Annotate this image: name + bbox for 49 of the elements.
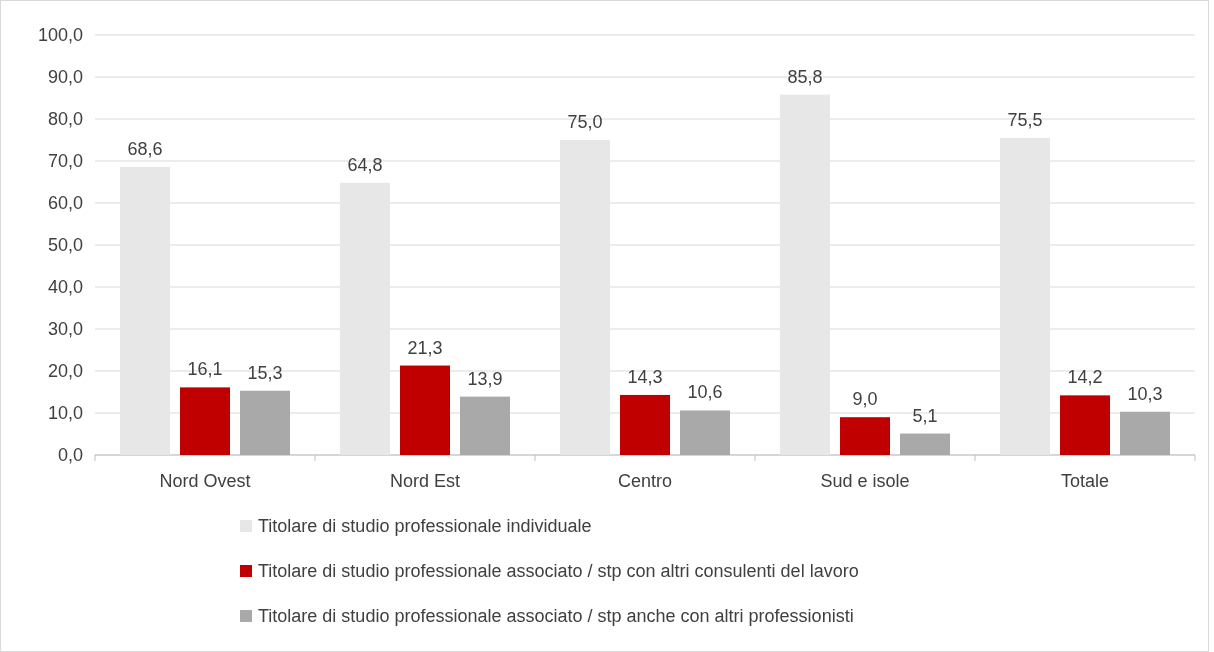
data-label: 85,8	[787, 66, 823, 87]
legend-label: Titolare di studio professionale individuale	[258, 516, 592, 536]
data-label: 64,8	[347, 154, 383, 175]
y-tick-label: 20,0	[47, 361, 83, 382]
y-tick-label: 10,0	[47, 403, 83, 424]
legend-label: Titolare di studio professionale associato / stp anche con altri professionisti	[258, 606, 854, 626]
y-tick-label: 80,0	[47, 109, 83, 130]
bar	[780, 94, 830, 455]
data-label: 16,1	[187, 359, 223, 380]
bar	[400, 365, 450, 455]
data-label: 5,1	[912, 405, 938, 426]
x-tick-label: Nord Est	[389, 471, 461, 491]
data-label: 14,2	[1067, 367, 1103, 388]
bar	[900, 433, 950, 455]
x-tick-label: Centro	[617, 471, 673, 491]
bar	[240, 390, 290, 455]
y-tick-label: 30,0	[47, 319, 83, 340]
bar	[340, 182, 390, 455]
x-tick-label: Totale	[1060, 471, 1110, 491]
bar	[620, 394, 670, 455]
bar	[120, 166, 170, 455]
bar	[560, 140, 610, 455]
data-label: 68,6	[127, 138, 163, 159]
bar	[1120, 411, 1170, 455]
data-label: 10,3	[1127, 383, 1163, 404]
bar	[460, 396, 510, 455]
data-label: 75,5	[1007, 109, 1043, 130]
data-label: 75,0	[567, 112, 603, 132]
y-tick-label: 70,0	[47, 151, 83, 172]
y-tick-label: 100,0	[37, 25, 83, 46]
x-tick-label: Nord Ovest	[159, 471, 251, 491]
bar	[1060, 395, 1110, 455]
bar	[180, 387, 230, 455]
legend-label: Titolare di studio professionale associato / stp con altri consulenti del lavoro	[258, 561, 859, 581]
data-label: 14,3	[627, 366, 663, 387]
data-label: 21,3	[407, 337, 443, 358]
x-tick-label: Sud e isole	[820, 471, 910, 491]
data-label: 15,3	[247, 362, 283, 383]
data-label: 13,9	[467, 368, 503, 389]
y-tick-label: 90,0	[47, 67, 83, 88]
bar	[1000, 137, 1050, 455]
bar	[680, 410, 730, 455]
y-tick-label: 50,0	[47, 235, 83, 256]
y-tick-label: 0,0	[57, 445, 83, 466]
y-tick-label: 40,0	[47, 277, 83, 298]
data-label: 10,6	[687, 382, 723, 403]
data-label: 9,0	[852, 389, 878, 410]
y-tick-label: 60,0	[47, 193, 83, 214]
bar	[840, 417, 890, 455]
